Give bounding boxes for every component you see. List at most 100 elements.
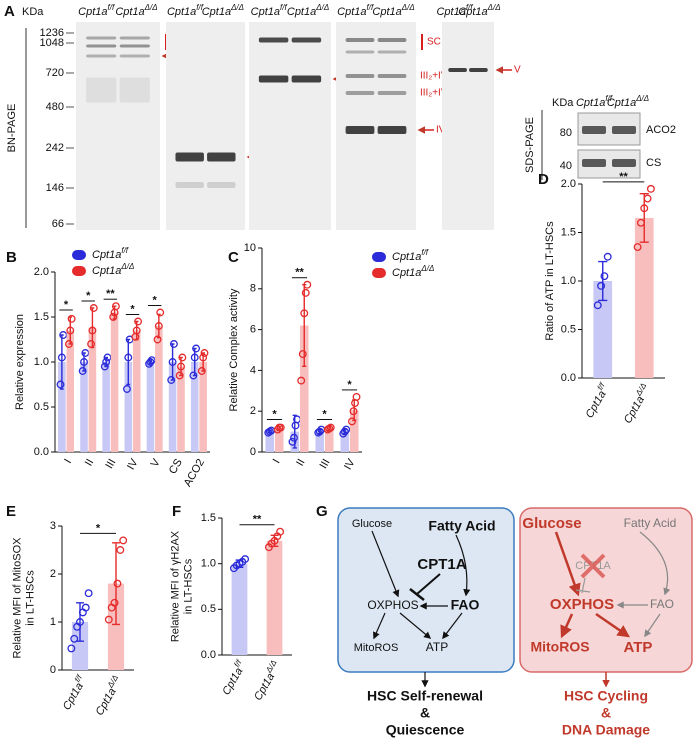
- data-point: [84, 589, 93, 598]
- lane-label: Cpt1aΔ/Δ: [287, 3, 329, 18]
- data-point: [241, 555, 250, 564]
- data-point: [70, 634, 79, 643]
- data-point: [81, 603, 90, 612]
- data-point: [167, 376, 176, 384]
- bar: [102, 362, 110, 452]
- y-tick-label: 1.0: [201, 558, 216, 570]
- band: [258, 75, 289, 83]
- band-label: SC: [427, 37, 441, 48]
- error-bar: [292, 414, 297, 449]
- significance: *: [130, 303, 135, 315]
- lane-label: Cpt1af/f: [167, 3, 204, 18]
- data-point: [116, 546, 125, 554]
- data-point: [56, 380, 65, 389]
- legend-label: Cpt1aΔ/Δ: [92, 262, 134, 277]
- y-tick-label: 1.5: [201, 512, 216, 524]
- genotype-sup: f/f: [73, 673, 85, 684]
- bar: [58, 362, 66, 452]
- bar: [199, 362, 207, 452]
- y-tick-label: 8: [250, 283, 256, 295]
- data-point: [177, 362, 185, 371]
- data-point: [156, 308, 165, 317]
- data-point: [276, 423, 285, 432]
- x-tick-label: III: [103, 457, 118, 471]
- data-point: [301, 288, 310, 297]
- data-point: [597, 281, 606, 290]
- outcome: &: [420, 705, 430, 721]
- node: Glucose: [522, 515, 581, 532]
- y-axis-label: in LT-HSCs: [24, 570, 36, 626]
- band: [291, 37, 322, 43]
- arrows: [554, 531, 671, 688]
- y-tick-label: 2.0: [34, 266, 49, 278]
- data-point: [178, 353, 187, 362]
- method-label: BN-PAGE: [6, 104, 18, 153]
- error-bar: [112, 542, 120, 626]
- error-bar: [598, 260, 608, 302]
- data-point: [89, 304, 98, 312]
- y-axis-label: Relative MFI of γH2AX: [169, 530, 181, 642]
- x-tick-label: IV: [125, 456, 141, 472]
- bar: [155, 326, 163, 452]
- data-point: [349, 407, 358, 416]
- bar: [124, 362, 133, 452]
- genotype-sup: f/f: [108, 3, 115, 12]
- band: [377, 50, 407, 54]
- panel-letter: C: [228, 249, 239, 266]
- data-point: [325, 424, 334, 433]
- data-point: [67, 644, 76, 653]
- outcome: &: [601, 705, 611, 721]
- band-label: ACO2: [646, 124, 676, 136]
- data-point: [340, 427, 349, 436]
- band: [345, 91, 375, 95]
- data-point: [593, 301, 602, 310]
- genotype: Cpt1a: [61, 681, 86, 712]
- genotype: Cpt1a: [392, 267, 421, 279]
- data-point: [290, 433, 298, 442]
- band: [86, 77, 117, 103]
- ladder-label: 1236: [40, 27, 64, 39]
- node: OXPHOS: [550, 596, 614, 613]
- bar: [66, 330, 75, 452]
- band: [207, 152, 236, 162]
- y-tick-label: 0.5: [34, 401, 49, 413]
- data-point: [640, 204, 649, 213]
- legend-swatch: [372, 268, 386, 278]
- data-point: [169, 340, 178, 348]
- node: MitoROS: [354, 642, 399, 654]
- lane-label: Cpt1aΔ/Δ: [202, 3, 244, 18]
- y-tick-label: 0.0: [201, 649, 216, 661]
- band: [86, 36, 117, 40]
- data-point: [303, 280, 312, 289]
- data-point: [600, 272, 609, 281]
- ladder-label: 66: [52, 218, 64, 230]
- genotype: Cpt1a: [622, 394, 647, 425]
- y-axis-label: Relative Complex activity: [228, 288, 240, 411]
- x-tick-label: ACO2: [182, 457, 207, 489]
- y-tick-label: 0.0: [34, 446, 49, 458]
- genotype: Cpt1a: [115, 6, 144, 18]
- node: Fatty Acid: [624, 516, 677, 530]
- x-tick-label: I: [62, 457, 74, 466]
- data-point: [57, 353, 66, 362]
- band: [469, 68, 488, 72]
- data-point: [76, 618, 84, 626]
- data-point: [109, 313, 118, 321]
- data-point: [633, 243, 642, 251]
- x-tick-label: I: [271, 457, 283, 466]
- data-point: [636, 218, 645, 227]
- genotype-sup: Δ/Δ: [487, 3, 501, 12]
- genotype-sup: Δ/Δ: [144, 3, 158, 12]
- genotype: Cpt1a: [458, 6, 487, 18]
- data-point: [200, 349, 209, 357]
- band: [377, 91, 407, 95]
- data-point: [603, 252, 612, 261]
- significance: *: [86, 290, 91, 302]
- data-point: [80, 358, 88, 366]
- band-label: V: [514, 65, 521, 76]
- lane-label: Cpt1aΔ/Δ: [607, 94, 649, 109]
- significance: *: [64, 299, 69, 311]
- y-tick-label: 1: [50, 616, 56, 628]
- lane-label: Cpt1af/f: [576, 94, 613, 109]
- error-bar: [170, 343, 175, 381]
